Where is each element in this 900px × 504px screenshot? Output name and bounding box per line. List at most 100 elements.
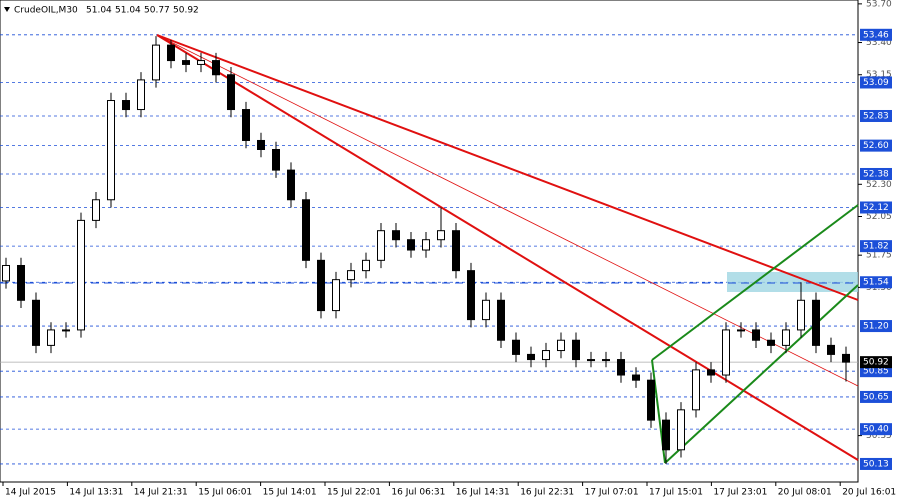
level-label-bg [860,76,892,89]
candle-body [62,329,70,332]
x-tick-label: 14 Jul 21:31 [134,488,188,498]
y-tick-label: 51.75 [866,251,892,261]
candle-body [17,264,25,301]
candle-body [512,339,520,355]
y-tick-label: 50.35 [866,431,892,441]
candle-body [557,339,565,352]
y-tick-label: 52.30 [866,180,892,190]
candle-body [137,79,145,111]
level-label: 52.83 [863,111,889,121]
trend-line [156,34,859,301]
x-tick-label: 17 Jul 23:01 [713,488,767,498]
x-tick-label: 17 Jul 07:01 [585,488,639,498]
candle-body [842,353,850,363]
channel-line [664,284,859,464]
level-label: 51.54 [863,278,889,288]
ohlc-info: 51.04 51.04 50.77 50.92 [86,6,199,16]
candle-body [257,139,265,150]
x-tick-label: 20 Jul 16:01 [842,488,896,498]
x-tick-label: 20 Jul 08:01 [778,488,832,498]
candle-body [107,100,115,201]
candles-layer [2,36,850,464]
candle-body [677,409,685,451]
candle-body [362,259,370,272]
candle-body [182,60,190,65]
menu-triangle[interactable] [4,7,10,12]
x-tick-label: 16 Jul 22:31 [520,488,574,498]
candle-body [482,299,490,321]
level-label: 51.20 [863,322,889,332]
candle-body [317,259,325,312]
candle-body [572,339,580,361]
candle-body [587,359,595,362]
x-tick-label: 15 Jul 14:01 [263,488,317,498]
candle-body [542,350,550,361]
level-label-bg [860,320,892,333]
y-tick-label: 52.05 [866,212,892,222]
level-label: 52.60 [863,141,889,151]
candle-body [692,369,700,411]
ohlc-value: 51.04 [86,6,112,16]
y-tick-label: 53.70 [866,0,892,9]
level-label: 51.82 [863,242,889,252]
candle-body [452,230,460,272]
candle-body [242,109,250,141]
x-tick-label: 16 Jul 14:31 [456,488,510,498]
candle-body [197,60,205,65]
candle-body [392,230,400,241]
level-label: 50.13 [863,459,889,469]
ohlc-value: 50.77 [144,6,170,16]
candle-body [2,264,10,282]
candle-body [437,230,445,241]
candle-body [497,299,505,341]
candle-body [302,199,310,261]
x-tick-label: 16 Jul 06:31 [391,488,445,498]
x-tick-label: 14 Jul 13:31 [69,488,123,498]
candle-body [797,299,805,331]
candle-body [47,329,55,346]
level-label-bg [860,276,892,289]
candle-body [467,270,475,321]
candle-body [722,329,730,376]
candle-body [152,44,160,81]
candle-body [752,329,760,341]
candle-body [662,419,670,451]
y-tick-label: 53.40 [866,38,892,48]
candle-body [92,199,100,221]
candle-body [77,219,85,331]
level-label-bg [860,240,892,253]
candle-body [767,339,775,346]
level-label: 50.85 [863,367,889,377]
candle-body [332,279,340,312]
level-label-bg [860,109,892,122]
level-label-bg [860,365,892,378]
trend-line [156,34,859,461]
level-label-bg [860,28,892,41]
x-tick-label: 14 Jul 2015 [5,488,56,498]
x-tick-label: 15 Jul 06:01 [198,488,252,498]
candle-body [377,230,385,261]
candle-body [32,299,40,346]
candle-body [617,359,625,376]
x-tick-label: 15 Jul 22:01 [327,488,381,498]
candle-body [647,379,655,421]
candle-body [527,353,535,361]
y-tick-label: 53.15 [866,70,892,80]
ohlc-value: 50.92 [173,6,199,16]
level-label-bg [860,167,892,180]
candle-body [287,169,295,201]
current-price-label: 50.92 [863,358,889,368]
level-label-bg [860,390,892,403]
level-label: 52.12 [863,203,889,213]
candle-body [812,299,820,346]
level-label-bg [860,423,892,436]
level-label-bg [860,201,892,214]
channel-line [651,204,859,361]
candle-body [212,60,220,76]
level-label: 50.65 [863,392,889,402]
candle-body [407,239,415,251]
current-price-bg [860,356,892,369]
candle-body [737,329,745,332]
